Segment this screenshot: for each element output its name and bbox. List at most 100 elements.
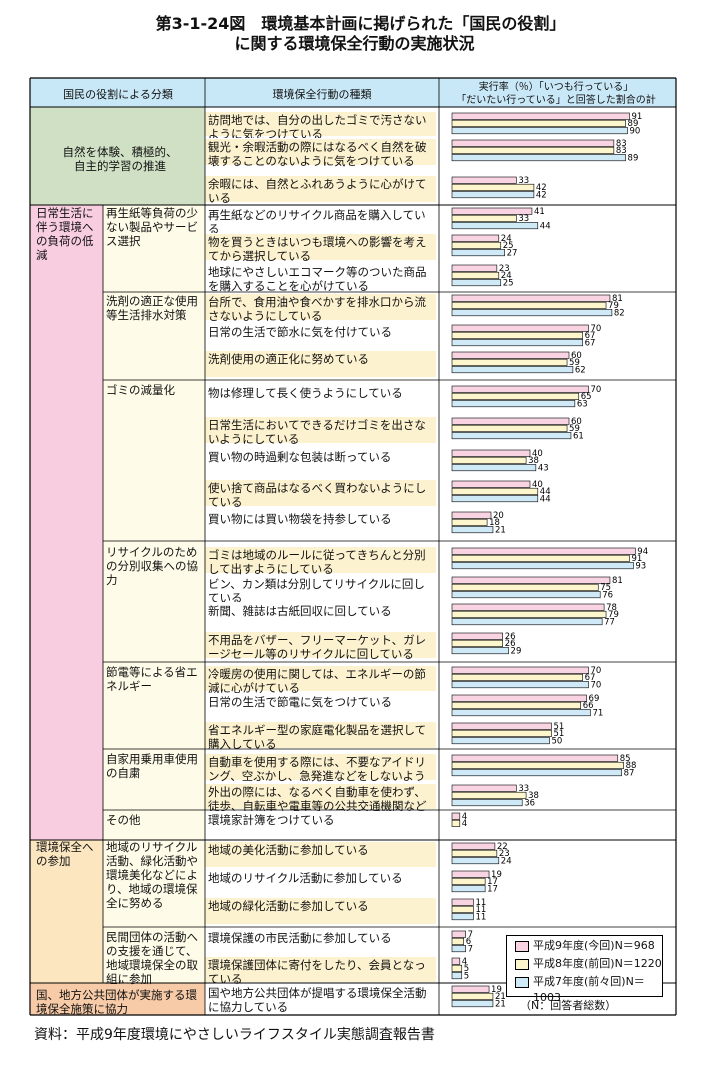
header-rate-line-2: 「だいたい行っている」と回答した割合の計: [456, 95, 656, 106]
legend-swatch-h9: [515, 941, 529, 952]
legend-note: （N：回答者総数）: [520, 999, 617, 1012]
subcategory-separation: リサイクルのための分別収集への協力: [106, 545, 198, 587]
bar-h7: [451, 647, 509, 655]
action-item: 環境保護団体に寄付をしたり、会員となっている: [208, 958, 426, 984]
bar-value-label-h9: 60: [571, 351, 582, 361]
bar-value-label-h7: 27: [507, 248, 518, 258]
bar-h7: [451, 737, 550, 745]
title-line-1: 第3-1-24図 環境基本計画に掲げられた「国民の役割」: [155, 14, 566, 33]
action-row-band: [205, 632, 436, 658]
action-item: 冷暖房の使用に関しては、エネルギーの節減に心がけている: [208, 667, 426, 693]
bar-value-label-h8: 79: [608, 610, 619, 620]
bar-value-label-h9: 69: [589, 694, 600, 704]
bar-h8: [451, 701, 581, 709]
action-item: 使い捨て商品はなるべく買わないようにしている: [208, 481, 427, 509]
bar-h7: [451, 618, 603, 626]
bar-value-label-h9: 23: [499, 264, 510, 274]
legend-label-h9: 平成9年度(今回)N＝968: [533, 939, 655, 952]
bar-value-label-h7: 77: [604, 617, 615, 627]
bar-h9: [451, 176, 517, 184]
bar-value-label-h8: 25: [503, 241, 514, 251]
bar-h8: [451, 729, 552, 737]
bar-value-label-h7: 62: [575, 365, 586, 375]
action-item: 観光・余暇活動の際にはなるべく自然を破壊することのないように気をつけている: [208, 140, 427, 168]
legend-item-h9: 平成9年度(今回)N＝968: [507, 938, 662, 954]
bar-value-label-h7: 63: [577, 399, 588, 409]
bar-h8: [451, 456, 527, 464]
bar-value-label-h7: 90: [630, 126, 641, 136]
bar-h7: [451, 432, 572, 440]
bar-value-label-h9: 70: [591, 324, 602, 334]
bar-h8: [451, 241, 502, 249]
bar-h7: [451, 526, 494, 534]
header-background: [30, 78, 676, 107]
action-item: ゴミは地域のルールに従ってきちんと分別して出すようにしている: [208, 548, 426, 575]
bar-value-label-h8: 38: [528, 791, 539, 801]
bar-value-label-h9: 40: [532, 449, 543, 459]
action-row-band: [205, 666, 436, 691]
bar-value-label-h8: 44: [540, 487, 551, 497]
bar-h7: [451, 127, 628, 135]
action-row-band: [205, 754, 436, 780]
category-nature-background: [30, 107, 205, 205]
bar-h8: [451, 673, 583, 681]
action-row-band: [205, 480, 436, 506]
bar-value-label-h8: 38: [528, 456, 539, 466]
bar-value-label-h7: 43: [538, 463, 549, 473]
action-row-band: [205, 112, 436, 136]
bar-value-label-h9: 81: [612, 294, 623, 304]
bar-value-label-h9: 81: [612, 576, 623, 586]
bar-value-label-h7: 24: [501, 856, 512, 866]
bar-h8: [451, 610, 607, 618]
bar-value-label-h7: 61: [573, 431, 584, 441]
action-item: 台所で、食用油や食べかすを排水口から流さないようにしている: [208, 295, 427, 323]
bar-h7: [451, 400, 576, 408]
bar-value-label-h7: 93: [635, 561, 646, 571]
bar-h8: [451, 761, 624, 769]
bar-h9: [451, 547, 636, 555]
bar-value-label-h8: 26: [505, 639, 516, 649]
bar-h8: [451, 271, 500, 279]
bar-h8: [451, 392, 580, 400]
bar-h8: [451, 992, 494, 1000]
bar-value-label-h7: 21: [495, 999, 506, 1009]
action-item: ビン、カン類は分別してリサイクルに回している: [208, 577, 425, 602]
bar-value-label-h9: 22: [497, 842, 508, 852]
bar-value-label-h9: 51: [553, 722, 564, 732]
bar-value-label-h9: 40: [532, 480, 543, 490]
bar-value-label-h7: 89: [628, 153, 639, 163]
bar-value-label-h8: 24: [501, 271, 512, 281]
action-item: 外出の際には、なるべく自動車を使わず、徒歩、自転車や電車等の公共交通機関などを利…: [208, 785, 427, 811]
subcategory-other: その他: [106, 813, 141, 827]
bar-value-label-h9: 78: [606, 603, 617, 613]
bar-h7: [451, 279, 502, 287]
bar-h8: [451, 583, 599, 591]
header-rate-line-1: 実行率（％）「いつも行っている」: [478, 82, 634, 93]
bar-value-label-h8: 59: [569, 424, 580, 434]
subcategory-local-activities: 地域のリサイクル活動、緑化活動や環境美化などにより、地域の環境保全に努める: [106, 840, 198, 910]
bar-h9: [451, 812, 461, 820]
action-item: 国や地方公共団体が提唱する環境保全活動に協力している: [208, 986, 427, 1014]
bar-value-label-h9: 91: [631, 112, 642, 122]
category-nature-learning: 自然を体験、積極的、自主的学習の推進: [62, 145, 178, 173]
bar-value-label-h9: 11: [475, 898, 486, 908]
bar-value-label-h8: 33: [518, 214, 529, 224]
bar-value-label-h7: 50: [552, 736, 563, 746]
bar-value-label-h8: 59: [569, 358, 580, 368]
legend-swatch-h7: [515, 977, 529, 988]
action-row-band: [205, 547, 436, 573]
category-government-background: [30, 983, 205, 1015]
bar-h7: [451, 464, 537, 472]
bar-h7: [451, 222, 539, 230]
action-item: 地域の緑化活動に参加している: [208, 899, 369, 913]
bar-value-label-h7: 11: [475, 912, 486, 922]
bar-h9: [451, 985, 490, 993]
bar-value-label-h8: 23: [499, 849, 510, 859]
bar-value-label-h9: 4: [462, 957, 467, 967]
bar-value-label-h8: 89: [628, 119, 639, 129]
bar-value-label-h7: 76: [602, 590, 613, 600]
bar-h9: [451, 112, 630, 120]
bar-h7: [451, 562, 634, 570]
subcategory-wastewater: 洗剤の適正な使用等生活排水対策: [106, 294, 198, 322]
